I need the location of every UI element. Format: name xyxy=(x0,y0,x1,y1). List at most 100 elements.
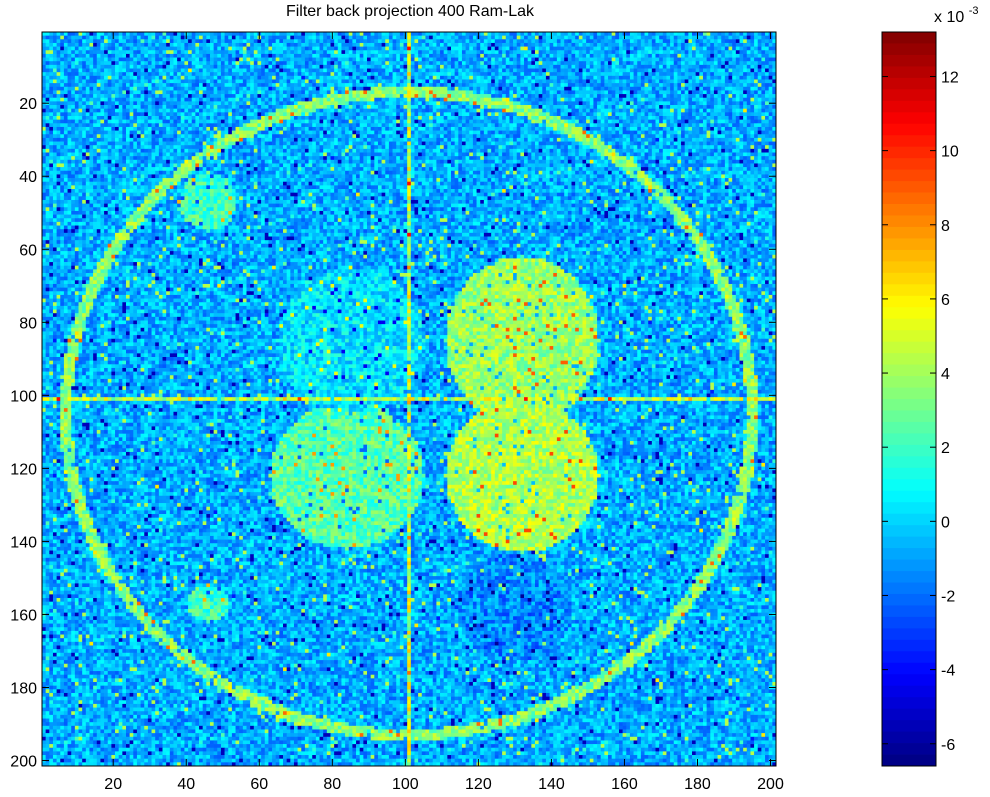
heatmap-cell xyxy=(115,42,120,47)
heatmap-cell xyxy=(644,112,649,117)
heatmap-cell xyxy=(293,115,298,120)
heatmap-cell xyxy=(52,90,57,95)
heatmap-cell xyxy=(721,75,726,80)
heatmap-cell xyxy=(52,86,57,91)
heatmap-cell xyxy=(235,46,240,51)
heatmap-cell xyxy=(553,83,558,88)
heatmap-cell xyxy=(304,39,309,44)
heatmap-cell xyxy=(374,32,379,36)
heatmap-cell xyxy=(553,86,558,91)
heatmap-cell xyxy=(681,75,686,80)
heatmap-cell xyxy=(670,86,675,91)
heatmap-cell xyxy=(702,101,707,106)
heatmap-cell xyxy=(593,105,598,110)
heatmap-cell xyxy=(319,50,324,55)
heatmap-cell xyxy=(469,97,474,102)
heatmap-cell xyxy=(304,83,309,88)
heatmap-cell xyxy=(356,35,361,40)
heatmap-cell xyxy=(297,64,302,69)
heatmap-cell xyxy=(768,115,773,120)
heatmap-cell xyxy=(264,94,269,99)
heatmap-cell xyxy=(699,42,704,47)
heatmap-cell xyxy=(717,101,722,106)
heatmap-cell xyxy=(67,57,72,62)
heatmap-cell xyxy=(597,32,602,36)
heatmap-cell xyxy=(436,105,441,110)
heatmap-cell xyxy=(396,112,401,117)
heatmap-cell xyxy=(166,86,171,91)
heatmap-cell xyxy=(451,46,455,51)
heatmap-cell xyxy=(228,108,233,113)
heatmap-cell xyxy=(228,86,233,91)
heatmap-cell xyxy=(618,72,623,77)
heatmap-cell xyxy=(377,75,382,80)
heatmap-cell xyxy=(279,72,284,77)
heatmap-cell xyxy=(666,64,671,69)
heatmap-cell xyxy=(673,61,678,66)
heatmap-cell xyxy=(52,39,57,44)
heatmap-cell xyxy=(337,115,342,120)
heatmap-cell xyxy=(356,50,361,55)
heatmap-cell xyxy=(754,108,759,113)
heatmap-cell xyxy=(586,42,591,47)
heatmap-cell xyxy=(513,53,518,58)
heatmap-cell xyxy=(600,75,605,80)
heatmap-cell xyxy=(509,46,514,51)
heatmap-cell xyxy=(524,61,529,66)
heatmap-cell xyxy=(315,64,320,69)
heatmap-cell xyxy=(739,64,744,69)
heatmap-cell xyxy=(407,112,412,117)
heatmap-cell xyxy=(443,79,448,84)
heatmap-cell xyxy=(155,35,160,40)
heatmap-cell xyxy=(261,101,266,106)
heatmap-cell xyxy=(385,53,390,58)
heatmap-cell xyxy=(367,61,371,66)
heatmap-cell xyxy=(578,75,583,80)
heatmap-cell xyxy=(334,105,339,110)
heatmap-cell xyxy=(85,108,90,113)
heatmap-cell xyxy=(403,72,408,77)
heatmap-cell xyxy=(681,79,686,84)
heatmap-cell xyxy=(144,90,149,95)
heatmap-cell xyxy=(677,83,682,88)
heatmap-cell xyxy=(549,50,554,55)
heatmap-cell xyxy=(155,75,160,80)
heatmap-cell xyxy=(169,108,174,113)
heatmap-cell xyxy=(118,72,123,77)
heatmap-cell xyxy=(575,97,580,102)
heatmap-cell xyxy=(191,86,196,91)
heatmap-cell xyxy=(63,115,68,120)
heatmap-cell xyxy=(629,75,634,80)
heatmap-cell xyxy=(648,57,653,62)
heatmap-cell xyxy=(217,72,222,77)
heatmap-cell xyxy=(224,97,229,102)
heatmap-cell xyxy=(739,39,744,44)
heatmap-cell xyxy=(166,50,171,55)
heatmap-cell xyxy=(527,53,532,58)
heatmap-cell xyxy=(611,61,616,66)
heatmap-cell xyxy=(151,90,156,95)
heatmap-cell xyxy=(71,61,76,66)
heatmap-cell xyxy=(74,68,79,73)
heatmap-cell xyxy=(611,53,616,58)
heatmap-cell xyxy=(279,53,284,58)
heatmap-cell xyxy=(754,90,759,95)
heatmap-cell xyxy=(527,75,532,80)
heatmap-cell xyxy=(440,90,445,95)
heatmap-cell xyxy=(582,68,587,73)
heatmap-cell xyxy=(42,83,46,88)
heatmap-cell xyxy=(315,83,320,88)
heatmap-cell xyxy=(688,42,693,47)
heatmap-cell xyxy=(220,57,225,62)
heatmap-cell xyxy=(367,72,371,77)
heatmap-cell xyxy=(724,97,729,102)
heatmap-cell xyxy=(377,97,382,102)
heatmap-cell xyxy=(476,97,481,102)
heatmap-cell xyxy=(399,101,404,106)
heatmap-cell xyxy=(732,57,737,62)
heatmap-cell xyxy=(67,119,72,124)
heatmap-cell xyxy=(264,50,269,55)
heatmap-cell xyxy=(173,75,178,80)
heatmap-cell xyxy=(82,108,87,113)
heatmap-cell xyxy=(611,57,616,62)
